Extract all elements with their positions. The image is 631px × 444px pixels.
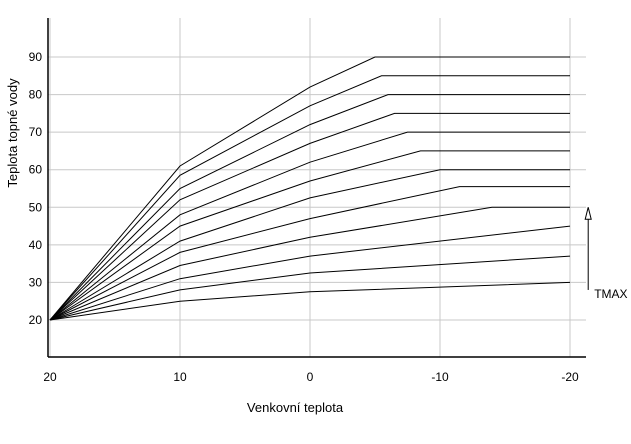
y-axis-title: Teplota topné vody <box>5 78 20 188</box>
heating-curve-3 <box>49 225 571 321</box>
tmax-arrow-head <box>584 207 592 220</box>
heating-curve-11 <box>49 75 570 321</box>
heating-curve-12 <box>49 56 570 321</box>
x-tick-label: -10 <box>431 370 449 384</box>
y-tick-label: 50 <box>29 200 43 214</box>
y-tick-label: 70 <box>29 125 43 139</box>
y-tick-label: 40 <box>29 238 43 252</box>
curves <box>49 56 571 321</box>
tmax-label: TMAX <box>594 287 627 301</box>
tick-labels: 20 10 0 -10 -20 20 30 40 50 60 70 80 90 <box>29 50 579 384</box>
y-tick-label: 30 <box>29 275 43 289</box>
heating-curve-7 <box>49 150 570 321</box>
x-tick-label: 10 <box>173 370 187 384</box>
x-axis-title: Venkovní teplota <box>247 400 344 415</box>
y-tick-label: 60 <box>29 163 43 177</box>
tmax-annotation: TMAX <box>584 207 628 301</box>
y-tick-label: 20 <box>29 313 43 327</box>
heating-curve-9 <box>49 112 570 321</box>
grid <box>48 18 586 357</box>
heating-curve-6 <box>49 169 570 321</box>
heating-curve-8 <box>49 131 570 321</box>
heating-curve-5 <box>49 186 570 321</box>
y-tick-label: 90 <box>29 50 43 64</box>
heating-curve-10 <box>49 94 570 321</box>
x-tick-label: -20 <box>561 370 579 384</box>
y-tick-label: 80 <box>29 88 43 102</box>
x-tick-label: 0 <box>307 370 314 384</box>
axes <box>47 18 586 358</box>
x-tick-label: 20 <box>43 370 57 384</box>
heating-curve-4 <box>49 206 570 321</box>
heating-curve-1 <box>49 281 571 321</box>
heating-curve-2 <box>49 255 571 321</box>
